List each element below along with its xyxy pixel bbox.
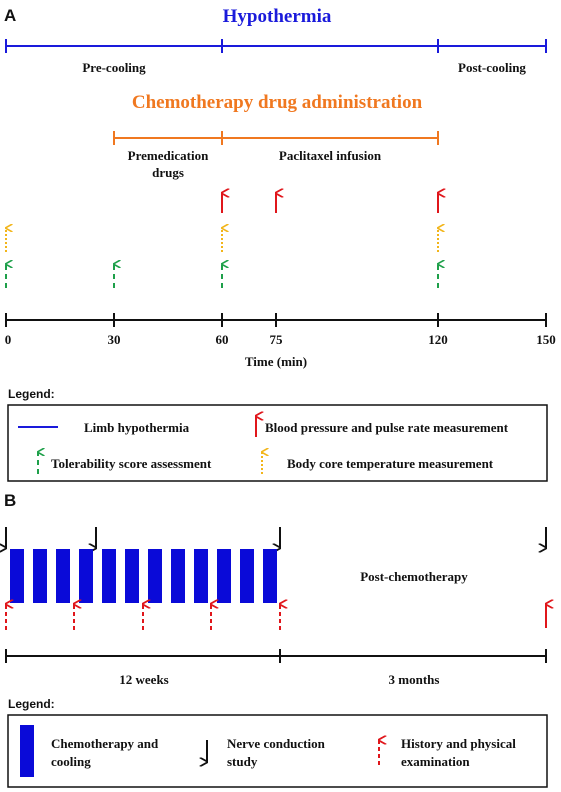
premedication-label-line1: Premedication [128, 148, 209, 163]
tick-label: 150 [536, 332, 556, 347]
premedication-label-line2: drugs [152, 165, 184, 180]
tick-label: 30 [108, 332, 121, 347]
weeks-label: 12 weeks [119, 672, 168, 687]
chemo-block [171, 549, 185, 603]
panel-a-label: A [4, 6, 16, 25]
panel-b-timeline [5, 649, 547, 663]
chemo-block [125, 549, 139, 603]
chemo-block-swatch [20, 725, 34, 777]
legend-a-title: Legend: [8, 387, 55, 401]
nerve-conduction-arrows [6, 527, 547, 548]
tick-label: 75 [270, 332, 284, 347]
tick-label: 0 [5, 332, 12, 347]
legend-bp-label: Blood pressure and pulse rate measuremen… [265, 420, 509, 435]
chemo-title: Chemotherapy drug administration [132, 92, 423, 113]
chemo-block [79, 549, 93, 603]
months-label: 3 months [389, 672, 440, 687]
axis-label: Time (min) [245, 354, 307, 369]
chemo-block [240, 549, 254, 603]
post-cooling-label: Post-cooling [458, 60, 526, 75]
chemo-timeline [113, 131, 439, 145]
chemo-block [33, 549, 47, 603]
blood-pressure-arrows [221, 193, 438, 213]
legend-chemo-line1: Chemotherapy and [51, 736, 159, 751]
hypothermia-title: Hypothermia [223, 6, 332, 27]
tick-label: 60 [216, 332, 229, 347]
legend-body-temp-label: Body core temperature measurement [287, 456, 494, 471]
legend-nerve-line1: Nerve conduction [227, 736, 326, 751]
legend-tolerability-label: Tolerability score assessment [51, 456, 212, 471]
chemo-block [56, 549, 70, 603]
paclitaxel-label: Paclitaxel infusion [279, 148, 382, 163]
pre-cooling-label: Pre-cooling [82, 60, 146, 75]
hypothermia-timeline [5, 39, 547, 53]
history-exam-arrows [5, 604, 280, 630]
chemo-block [148, 549, 162, 603]
chemo-block [102, 549, 116, 603]
legend-b-title: Legend: [8, 697, 55, 711]
chemo-block [10, 549, 24, 603]
chemo-block [194, 549, 208, 603]
legend-history-line1: History and physical [401, 736, 516, 751]
chemotherapy-blocks [10, 549, 277, 603]
legend-chemo-line2: cooling [51, 754, 91, 769]
legend-history-line2: examination [401, 754, 470, 769]
tolerability-arrows [5, 264, 438, 288]
chemo-block [217, 549, 231, 603]
legend-limb-label: Limb hypothermia [84, 420, 190, 435]
post-chemo-label: Post-chemotherapy [360, 569, 468, 584]
legend-nerve-line2: study [227, 754, 258, 769]
legend-b-box [7, 714, 548, 788]
body-temp-arrows [5, 228, 438, 252]
time-axis [5, 313, 547, 327]
tick-label: 120 [428, 332, 448, 347]
chemo-block [263, 549, 277, 603]
panel-b-label: B [4, 491, 16, 510]
legend-a-box [7, 404, 548, 482]
